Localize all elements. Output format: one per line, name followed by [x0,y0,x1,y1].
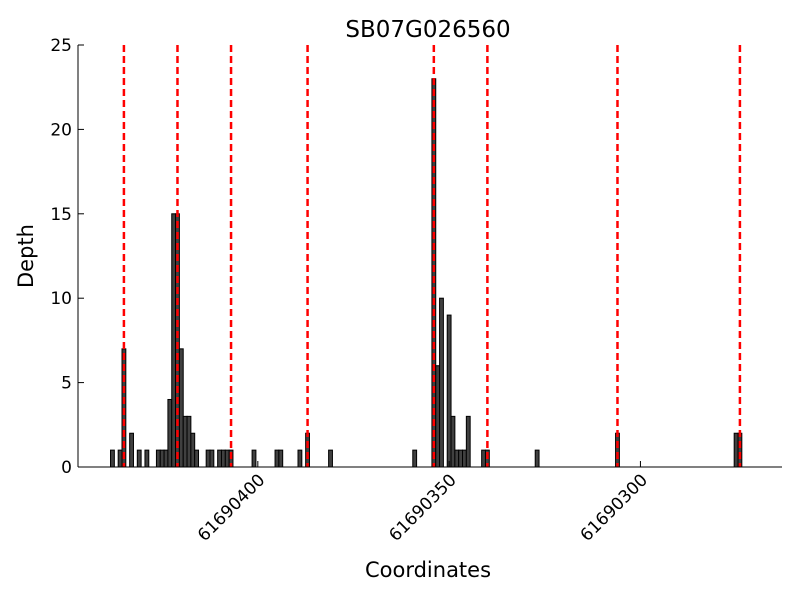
bar [274,449,280,468]
bar [297,449,303,468]
bar [163,449,169,468]
y-tick-label: 25 [50,36,72,56]
bar [458,449,464,468]
bar [190,432,196,468]
bar [220,449,226,468]
y-tick-label: 20 [50,120,72,140]
bar [205,449,211,468]
bar [182,415,188,468]
bar [733,432,739,468]
bar [144,449,150,468]
bar [159,449,165,468]
bar [117,449,123,468]
x-tick-label: 61690400 [194,470,269,545]
y-axis-label: Depth [14,224,38,288]
bar [217,449,222,468]
y-tick-label: 10 [50,289,72,309]
x-axis-label: Coordinates [365,558,491,582]
bar [534,449,540,468]
bar [155,449,161,468]
bar [194,449,200,468]
bar [439,297,444,468]
bar [209,449,215,468]
bar [454,449,460,468]
bar [175,213,180,468]
bar [446,314,452,468]
bar [615,432,620,468]
bar [465,415,471,468]
bar [278,449,284,468]
bar [328,449,333,468]
bar [110,449,115,468]
bar [412,449,418,468]
bar [481,449,486,468]
x-tick-label: 61690300 [577,470,652,545]
bar [186,415,192,468]
y-tick-label: 0 [61,458,72,478]
y-tick-label: 15 [50,205,72,225]
bar [178,348,184,468]
bar [737,432,743,468]
bar [435,365,441,468]
bar [129,432,134,468]
bar [450,415,456,468]
bar [167,398,173,468]
bar [224,449,230,468]
bar [171,213,177,468]
bar [305,432,310,468]
bar [136,449,142,468]
bar [462,449,467,468]
y-tick-label: 5 [61,374,72,394]
x-tick-label: 61690350 [385,470,460,545]
chart-title: SB07G026560 [345,17,510,43]
bar [251,449,257,468]
